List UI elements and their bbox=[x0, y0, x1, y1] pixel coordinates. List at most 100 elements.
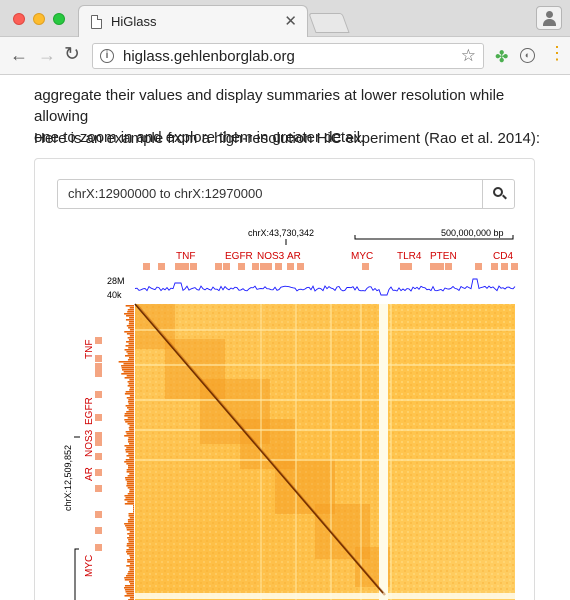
info-icon[interactable]: i bbox=[100, 49, 114, 63]
extension-shield-icon[interactable]: ◐ bbox=[520, 48, 535, 63]
document-icon bbox=[91, 15, 102, 29]
bar-track-bar bbox=[125, 355, 134, 357]
bar-track-bar bbox=[125, 591, 134, 593]
genome-position-search[interactable]: chrX:12900000 to chrX:12970000 bbox=[57, 179, 515, 209]
left-gene-boxes bbox=[95, 337, 102, 551]
back-arrow-icon[interactable]: ← bbox=[10, 45, 28, 65]
bar-track-bar bbox=[129, 307, 134, 309]
bar-track-bar bbox=[127, 533, 134, 535]
window-close-button[interactable] bbox=[13, 13, 25, 25]
left-gene-label-tnf: TNF bbox=[84, 340, 95, 359]
bar-track-bar bbox=[127, 553, 134, 555]
left-gene-label-ar: AR bbox=[84, 467, 95, 481]
top-gene-box bbox=[400, 263, 407, 270]
bar-track-bar bbox=[123, 363, 134, 365]
scale-bar bbox=[354, 235, 514, 240]
left-gene-box bbox=[95, 391, 102, 398]
tad-block bbox=[165, 339, 225, 399]
bar-track-bar bbox=[125, 305, 134, 307]
new-tab-button[interactable] bbox=[308, 13, 350, 33]
bar-track-bar bbox=[126, 315, 134, 317]
browser-tab[interactable]: HiGlass ✕ bbox=[78, 5, 308, 38]
left-gene-box bbox=[95, 469, 102, 476]
bar-track-bar bbox=[124, 413, 134, 415]
bar-track-bar bbox=[126, 593, 134, 595]
profile-button[interactable] bbox=[536, 6, 562, 30]
bar-track-bar bbox=[126, 397, 134, 399]
bar-track-bar bbox=[129, 531, 134, 533]
heatmap-stripe bbox=[135, 429, 515, 431]
clipped-line bbox=[34, 76, 554, 85]
window-maximize-button[interactable] bbox=[53, 13, 65, 25]
top-gene-box bbox=[405, 263, 412, 270]
bar-track-bar bbox=[128, 321, 134, 323]
bar-track-bar bbox=[129, 425, 134, 427]
bar-track-bar bbox=[127, 521, 134, 523]
bar-track-bar bbox=[127, 337, 134, 339]
bar-track-bar bbox=[124, 419, 134, 421]
bar-track-bar bbox=[126, 543, 134, 545]
bar-track-bar bbox=[126, 471, 134, 473]
top-gene-box bbox=[287, 263, 294, 270]
bar-track-bar bbox=[129, 583, 134, 585]
top-gene-label-cd4: CD4 bbox=[493, 251, 513, 262]
tab-title: HiGlass bbox=[111, 14, 157, 29]
reload-icon[interactable]: ↻ bbox=[64, 44, 80, 65]
top-gene-box bbox=[182, 263, 189, 270]
top-gene-track: TNF EGFR NOS3 AR MYC TLR4 PTEN CD4 bbox=[176, 251, 513, 262]
bar-track-bar bbox=[129, 489, 134, 491]
top-gene-box bbox=[430, 263, 437, 270]
search-icon bbox=[493, 187, 503, 197]
bar-track-bar bbox=[128, 339, 134, 341]
bar-track-bar bbox=[128, 547, 134, 549]
menu-kebab-icon[interactable]: ⋮ bbox=[548, 43, 566, 63]
bar-track-bar bbox=[127, 381, 134, 383]
left-gene-box bbox=[95, 363, 102, 370]
bar-track-bar bbox=[125, 319, 134, 321]
bar-track-bar bbox=[127, 401, 134, 403]
bar-track-bar bbox=[124, 313, 134, 315]
bar-track-bar bbox=[133, 511, 134, 513]
left-gene-label-nos3: NOS3 bbox=[84, 429, 95, 457]
top-gene-box bbox=[445, 263, 452, 270]
bar-track-bar bbox=[127, 359, 134, 361]
top-gene-box bbox=[511, 263, 518, 270]
bar-track-bar bbox=[124, 349, 134, 351]
bar-track-bar bbox=[129, 395, 134, 397]
search-button[interactable] bbox=[482, 180, 514, 208]
bar-track-bar bbox=[125, 391, 134, 393]
bar-track-bar bbox=[128, 357, 134, 359]
top-gene-box bbox=[501, 263, 508, 270]
bar-track-bar bbox=[126, 325, 134, 327]
scale-bar-label: 500,000,000 bp bbox=[441, 228, 504, 238]
bar-track-bar bbox=[129, 329, 134, 331]
tab-close-icon[interactable]: ✕ bbox=[284, 13, 297, 30]
window-minimize-button[interactable] bbox=[33, 13, 45, 25]
bar-track-bar bbox=[118, 361, 134, 363]
bar-track-bar bbox=[125, 345, 134, 347]
heatmap-texture bbox=[135, 304, 515, 600]
left-gene-box bbox=[95, 370, 102, 377]
left-gene-track: TNF EGFR NOS3 AR MYC bbox=[84, 340, 95, 577]
person-icon-body bbox=[543, 19, 556, 26]
heatmap-stripe bbox=[135, 329, 515, 331]
address-bar[interactable]: i higlass.gehlenborglab.org ☆ bbox=[92, 43, 484, 69]
forward-arrow-icon[interactable]: → bbox=[38, 45, 56, 65]
search-input[interactable]: chrX:12900000 to chrX:12970000 bbox=[68, 186, 263, 201]
bar-track-bar bbox=[125, 525, 134, 527]
left-gene-box bbox=[95, 414, 102, 421]
bar-track-bar bbox=[124, 499, 134, 501]
bar-track-bar bbox=[124, 579, 134, 581]
extension-puzzle-icon[interactable]: ✤ bbox=[495, 49, 509, 66]
bar-track-bar bbox=[126, 551, 134, 553]
bar-track-bar bbox=[124, 461, 134, 463]
bookmark-star-icon[interactable]: ☆ bbox=[460, 46, 476, 65]
hic-heatmap[interactable] bbox=[134, 303, 515, 600]
hic-plot[interactable]: chrX:43,730,342 500,000,000 bp TNF EGFR NO… bbox=[35, 159, 536, 600]
bar-track-bar bbox=[125, 449, 134, 451]
url-text[interactable]: higlass.gehlenborglab.org bbox=[123, 48, 295, 65]
top-gene-label-ar: AR bbox=[287, 251, 301, 262]
heatmap-stripe bbox=[330, 304, 332, 600]
bar-track-bar bbox=[126, 527, 134, 529]
heatmap-stripe bbox=[295, 304, 297, 600]
